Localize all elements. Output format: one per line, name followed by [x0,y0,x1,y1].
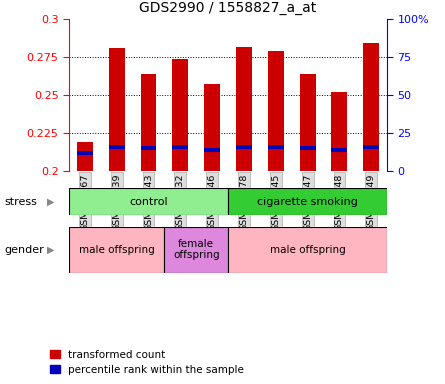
Bar [363,145,379,149]
Text: cigarette smoking: cigarette smoking [257,197,358,207]
Bar [69,227,165,273]
Text: male offspring: male offspring [79,245,154,255]
Text: gender: gender [4,245,44,255]
Bar [299,146,316,150]
Bar [332,148,348,152]
Bar [69,188,228,215]
Text: ▶: ▶ [48,245,55,255]
Text: female
offspring: female offspring [173,239,219,260]
Legend: transformed count, percentile rank within the sample: transformed count, percentile rank withi… [50,350,244,375]
Bar [141,146,157,150]
Text: male offspring: male offspring [270,245,345,255]
Bar [268,145,284,149]
Bar [228,227,387,273]
Title: GDS2990 / 1558827_a_at: GDS2990 / 1558827_a_at [139,2,317,15]
Bar [141,74,157,171]
Text: control: control [129,197,168,207]
Bar [299,74,316,171]
Bar [363,43,379,171]
Bar [109,145,125,149]
Bar [172,145,188,149]
Bar [77,151,93,155]
Text: stress: stress [4,197,37,207]
Bar [236,46,252,171]
Bar [332,92,348,171]
Text: ▶: ▶ [48,197,55,207]
Bar [77,142,93,171]
Bar [165,227,228,273]
Bar [228,188,387,215]
Bar [204,84,220,171]
Bar [172,59,188,171]
Bar [109,48,125,171]
Bar [204,148,220,152]
Bar [268,51,284,171]
Bar [236,145,252,149]
